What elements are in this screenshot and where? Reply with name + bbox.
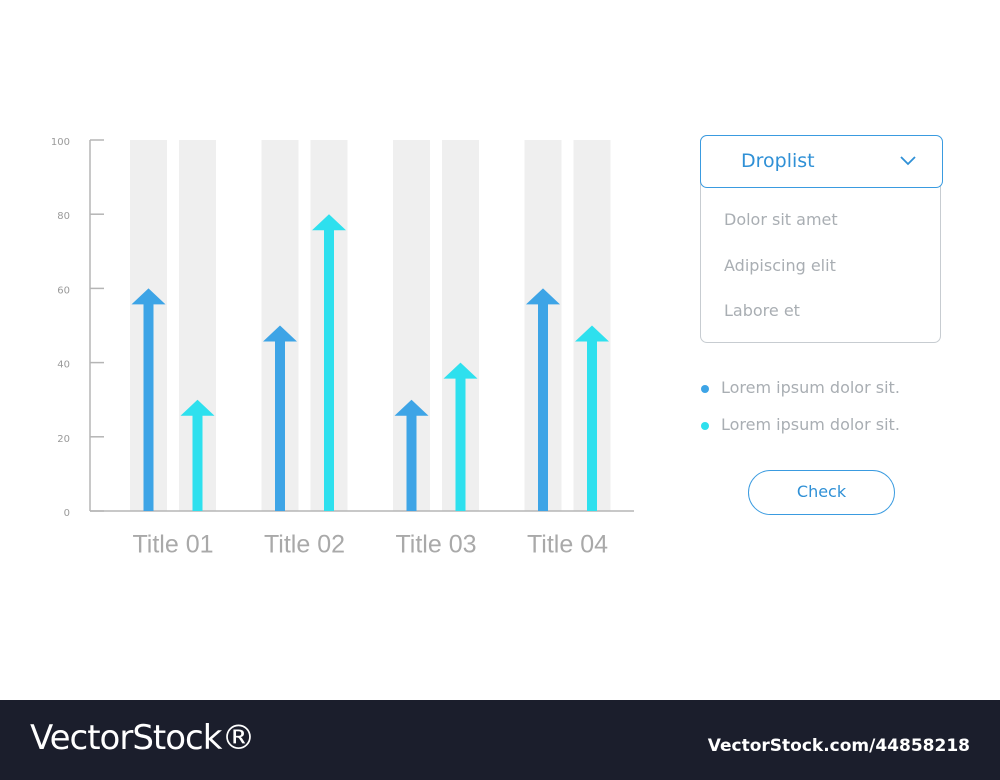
bar (263, 325, 297, 511)
bar (443, 362, 478, 511)
dropdown-option[interactable]: Dolor sit amet (724, 210, 838, 229)
y-tick-label: 80 (57, 211, 70, 222)
bar (180, 399, 215, 511)
dropdown-option[interactable]: Labore et (724, 301, 800, 320)
bar (526, 288, 560, 511)
x-tick-label: Title 03 (395, 531, 476, 559)
footer: VectorStock® VectorStock.com/44858218 (0, 700, 1000, 780)
bar (131, 288, 166, 511)
x-tick-label: Title 01 (132, 531, 213, 559)
dropdown-option[interactable]: Adipiscing elit (724, 256, 836, 275)
image-id: VectorStock.com/44858218 (707, 736, 970, 756)
brand: VectorStock® (30, 718, 255, 758)
y-tick-label: 20 (57, 434, 70, 445)
bar (312, 214, 346, 511)
y-tick-label: 60 (57, 285, 70, 296)
bar (394, 399, 429, 511)
x-tick-label: Title 04 (527, 531, 608, 559)
y-tick-label: 100 (51, 137, 70, 148)
chart: 0 20 40 60 80 100 Title 01 Title 02 Title 03 Titl… (51, 137, 634, 559)
legend-label: Lorem ipsum dolor sit. (721, 378, 900, 397)
legend-label: Lorem ipsum dolor sit. (721, 415, 900, 434)
legend-dot (701, 384, 709, 393)
legend-item: Lorem ipsum dolor sit. (701, 378, 900, 397)
legend-dot (701, 421, 709, 430)
x-tick-label: Title 02 (264, 531, 345, 559)
dropdown[interactable]: Droplist (700, 135, 943, 188)
y-tick-label: 40 (57, 360, 70, 371)
dropdown-label: Droplist (741, 150, 815, 172)
chevron (900, 156, 916, 166)
y-tick-label: 0 (64, 508, 70, 519)
legend-item: Lorem ipsum dolor sit. (701, 415, 900, 434)
check-button[interactable]: Check (748, 470, 895, 515)
bar (575, 325, 609, 511)
